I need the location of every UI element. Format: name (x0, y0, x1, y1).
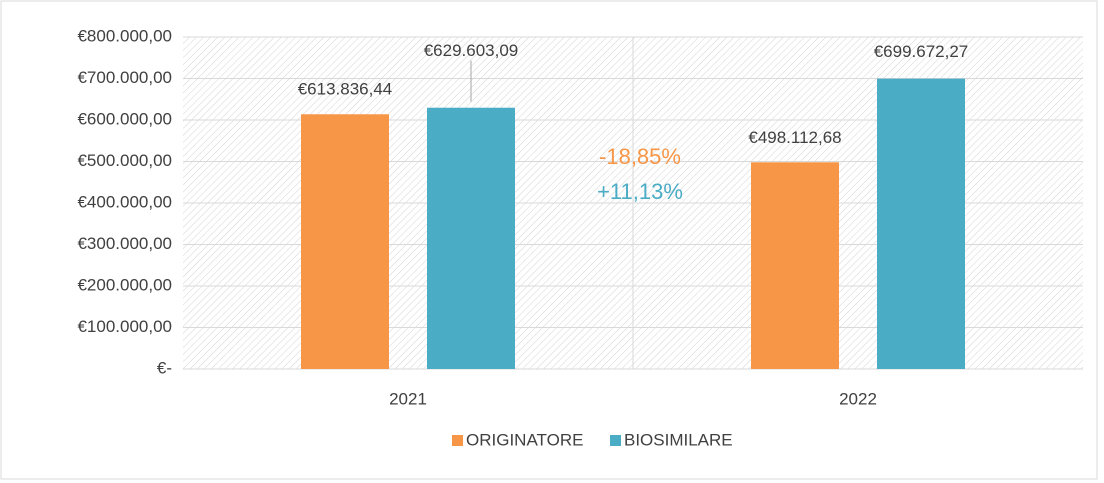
legend-swatch (452, 435, 463, 446)
y-tick-label: €500.000,00 (77, 151, 172, 170)
y-tick-label: €400.000,00 (77, 192, 172, 211)
y-tick-label: €800.000,00 (77, 26, 172, 45)
bar (751, 162, 839, 369)
y-tick-label: €100.000,00 (77, 317, 172, 336)
bar (877, 78, 965, 369)
bar (427, 107, 515, 369)
data-label: €613.836,44 (298, 80, 393, 99)
y-tick-label: €- (157, 358, 172, 377)
x-tick-label: 2022 (839, 389, 877, 408)
legend-swatch (610, 435, 621, 446)
x-tick-label: 2021 (389, 389, 427, 408)
annotation: -18,85% (599, 144, 681, 169)
annotation: +11,13% (597, 179, 683, 204)
legend-label: BIOSIMILARE (624, 430, 733, 449)
y-tick-label: €700.000,00 (77, 68, 172, 87)
bar (301, 114, 389, 370)
data-label: €699.672,27 (874, 42, 969, 61)
y-tick-label: €600.000,00 (77, 109, 172, 128)
data-label: €629.603,09 (424, 41, 519, 60)
y-tick-label: €200.000,00 (77, 275, 172, 294)
data-label: €498.112,68 (748, 128, 841, 147)
legend-label: ORIGINATORE (466, 430, 583, 449)
y-tick-label: €300.000,00 (77, 234, 172, 253)
